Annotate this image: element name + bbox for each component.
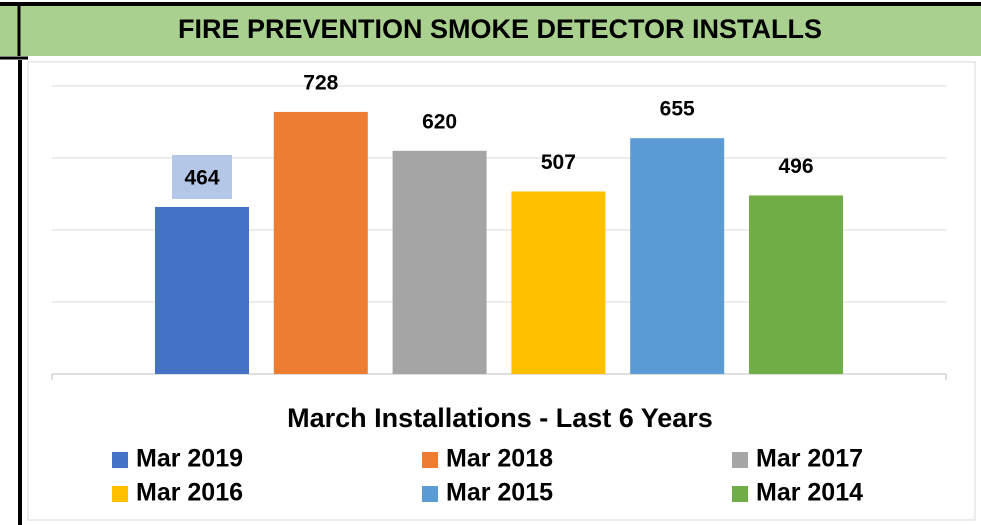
legend-swatch: [732, 486, 748, 502]
data-label: 620: [422, 110, 457, 133]
legend-swatch: [732, 452, 748, 468]
data-label: 496: [778, 155, 813, 178]
bar: [630, 138, 725, 374]
legend-swatch: [112, 452, 128, 468]
label-highlight: [172, 154, 232, 199]
legend-swatch: [112, 486, 128, 502]
legend-label: Mar 2018: [446, 445, 553, 473]
bar: [155, 206, 249, 374]
title-banner: [0, 4, 981, 56]
chart-title: FIRE PREVENTION SMOKE DETECTOR INSTALLS: [178, 14, 822, 44]
legend-label: Mar 2014: [756, 479, 863, 507]
legend-label: Mar 2019: [136, 445, 243, 473]
bar: [273, 111, 368, 375]
chart-subtitle: March Installations - Last 6 Years: [287, 403, 713, 433]
bar: [749, 195, 843, 374]
data-label: 728: [303, 71, 338, 94]
data-label: 464: [184, 167, 219, 190]
bar: [511, 191, 606, 374]
legend-label: Mar 2015: [446, 479, 553, 507]
legend-swatch: [422, 452, 438, 468]
legend-label: Mar 2017: [756, 445, 863, 473]
data-label: 655: [660, 98, 695, 121]
bar: [392, 150, 487, 374]
data-label: 507: [541, 151, 576, 174]
legend-label: Mar 2016: [136, 479, 243, 507]
legend-swatch: [422, 486, 438, 502]
